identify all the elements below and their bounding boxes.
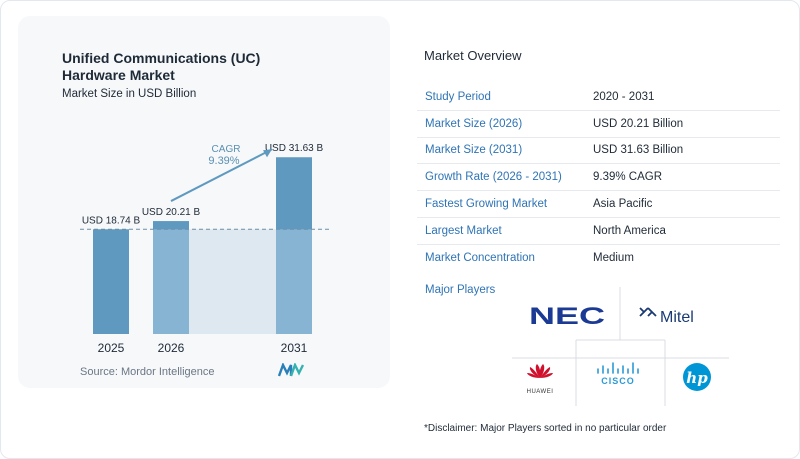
overview-row: Largest Market North America	[417, 218, 780, 245]
overview-value: USD 20.21 Billion	[593, 117, 684, 130]
nec-logo: NEC	[529, 303, 605, 330]
source-text: Source: Mordor Intelligence	[80, 366, 215, 378]
x-tick-label: 2026	[158, 341, 185, 355]
cagr-label: CAGR	[212, 144, 241, 155]
chart-title: Unified Communications (UC) Hardware Mar…	[62, 50, 261, 83]
overview-table: Study Period 2020 - 2031 Market Size (20…	[417, 84, 780, 272]
hp-logo-icon	[683, 363, 711, 391]
growth-band	[189, 229, 276, 334]
mordor-logo-icon	[278, 363, 304, 377]
cisco-logo-icon	[597, 362, 639, 374]
cagr-value: 9.39%	[208, 155, 239, 167]
overview-value: North America	[593, 224, 666, 237]
cagr-arrowhead	[263, 149, 272, 158]
overview-label: Largest Market	[425, 224, 502, 237]
overview-label: Market Size (2031)	[425, 144, 523, 157]
overview-value: 9.39% CAGR	[593, 171, 663, 184]
overview-label: Market Size (2026)	[425, 117, 523, 130]
mitel-logo: Mitel	[660, 309, 694, 326]
hp-logo: hp	[686, 369, 708, 387]
mitel-logo-icon	[639, 307, 657, 317]
overview-title: Market Overview	[424, 48, 522, 63]
cagr-arrow	[170, 148, 273, 202]
overview-value: Medium	[593, 252, 634, 265]
bar-base-overlay	[276, 229, 312, 334]
disclaimer-text: *Disclaimer: Major Players sorted in no …	[424, 423, 667, 434]
overview-value: Asia Pacific	[593, 198, 653, 211]
overview-label: Market Concentration	[425, 252, 535, 265]
bar-chart: USD 18.74 B 2025 USD 20.21 B 2026 USD 31.63 …	[80, 143, 330, 355]
x-tick-label: 2031	[281, 341, 308, 355]
overview-label: Fastest Growing Market	[425, 198, 548, 211]
bar-value-label: USD 18.74 B	[82, 215, 141, 226]
bar-base-overlay	[153, 229, 189, 334]
overview-row: Market Size (2026) USD 20.21 Billion	[417, 111, 780, 138]
cisco-logo: CISCO	[601, 376, 635, 386]
chart-subtitle: Market Size in USD Billion	[62, 88, 197, 100]
major-players-title: Major Players	[425, 284, 496, 296]
overview-row: Market Concentration Medium	[417, 245, 780, 272]
huawei-logo: HUAWEI	[527, 389, 554, 395]
bar-value-label: USD 31.63 B	[265, 143, 324, 154]
x-tick-label: 2025	[98, 341, 125, 355]
overview-label: Study Period	[425, 90, 491, 103]
overview-value: USD 31.63 Billion	[593, 144, 684, 157]
overview-row: Fastest Growing Market Asia Pacific	[417, 191, 780, 218]
bar-value-label: USD 20.21 B	[142, 207, 201, 218]
bar	[93, 229, 129, 334]
overview-label: Growth Rate (2026 - 2031)	[425, 171, 562, 184]
overview-row: Study Period 2020 - 2031	[417, 84, 780, 111]
overview-row: Market Size (2031) USD 31.63 Billion	[417, 138, 780, 165]
overview-row: Growth Rate (2026 - 2031) 9.39% CAGR	[417, 164, 780, 192]
overview-value: 2020 - 2031	[593, 90, 655, 103]
huawei-logo-icon	[527, 364, 553, 378]
